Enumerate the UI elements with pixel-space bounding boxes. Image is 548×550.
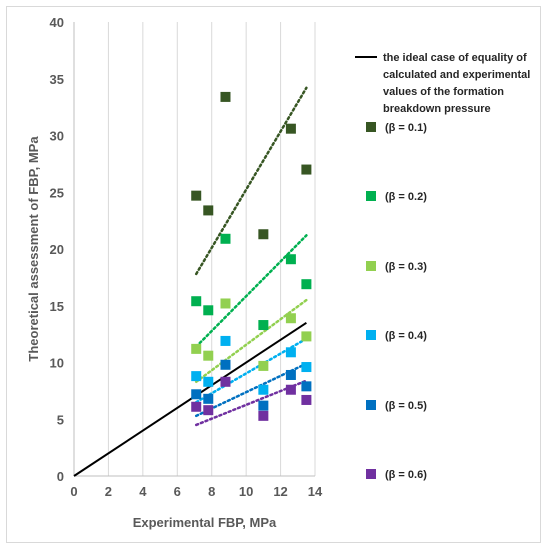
y-tick-label: 35: [50, 72, 64, 87]
y-tick-label: 25: [50, 185, 64, 200]
legend-label: calculated and experimental: [383, 69, 530, 81]
x-tick-label: 14: [308, 484, 323, 499]
axes: 0 2 4 6 8 10 12 14 0 5 10 15 20 25 30 35 40: [50, 15, 323, 499]
legend-label: (β = 0.6): [385, 469, 427, 481]
data-point: [258, 384, 269, 395]
data-point: [285, 313, 296, 324]
y-tick-label: 15: [50, 299, 64, 314]
x-tick-label: 8: [208, 484, 215, 499]
data-point: [220, 359, 231, 370]
legend-marker: [366, 191, 376, 201]
data-point: [258, 320, 269, 331]
data-point: [285, 369, 296, 380]
data-point: [191, 389, 202, 400]
legend-label: breakdown pressure: [383, 103, 491, 115]
trendline: [194, 86, 308, 276]
x-tick-label: 12: [273, 484, 287, 499]
x-axis-title: Experimental FBP, MPa: [133, 515, 277, 530]
chart-frame: [6, 6, 541, 543]
x-tick-label: 10: [239, 484, 253, 499]
data-point: [285, 254, 296, 265]
legend-marker: [366, 469, 376, 479]
data-point: [220, 376, 231, 387]
data-point: [220, 298, 231, 309]
legend-marker: [366, 330, 376, 340]
data-point: [191, 343, 202, 354]
data-point: [203, 205, 214, 216]
data-point: [285, 384, 296, 395]
y-tick-label: 30: [50, 129, 64, 144]
legend-label: (β = 0.3): [385, 261, 427, 273]
data-point: [258, 410, 269, 421]
x-tick-label: 6: [174, 484, 181, 499]
data-point: [220, 233, 231, 244]
legend-label: the ideal case of equality of: [383, 52, 527, 64]
data-point: [285, 347, 296, 358]
ideal-line-segment: [73, 321, 307, 477]
data-point: [258, 400, 269, 411]
data-point: [191, 296, 202, 307]
data-point: [301, 381, 312, 392]
data-point: [191, 190, 202, 201]
trendline: [194, 234, 308, 348]
data-point: [258, 360, 269, 371]
data-point: [203, 350, 214, 361]
legend-marker: [366, 261, 376, 271]
legend-label: (β = 0.2): [385, 191, 427, 203]
x-tick-label: 4: [139, 484, 147, 499]
data-point: [301, 164, 312, 175]
data-point: [191, 371, 202, 382]
legend-label: (β = 0.4): [385, 330, 427, 342]
data-point: [203, 405, 214, 416]
data-point: [203, 305, 214, 316]
y-tick-label: 20: [50, 242, 64, 257]
data-point: [191, 401, 202, 412]
x-tick-label: 0: [70, 484, 77, 499]
data-point: [301, 279, 312, 290]
data-point: [203, 393, 214, 404]
x-tick-label: 2: [105, 484, 112, 499]
legend-label: values of the formation: [383, 86, 504, 98]
ideal-line: [73, 321, 307, 477]
y-axis-title: Theoretical assessment of FBP, MPa: [26, 136, 41, 362]
data-point: [285, 123, 296, 134]
legend-marker: [366, 122, 376, 132]
data-points: [191, 91, 312, 421]
y-tick-label: 10: [50, 356, 64, 371]
legend: the ideal case of equality of calculated …: [355, 52, 530, 481]
data-point: [301, 362, 312, 373]
legend-label: (β = 0.5): [385, 400, 427, 412]
legend-label: (β = 0.1): [385, 122, 427, 134]
data-point: [301, 331, 312, 342]
y-tick-label: 0: [57, 469, 64, 484]
y-tick-label: 5: [57, 412, 64, 427]
legend-marker: [366, 400, 376, 410]
data-point: [301, 394, 312, 405]
data-point: [203, 376, 214, 387]
data-point: [220, 335, 231, 346]
data-point: [258, 229, 269, 240]
data-point: [220, 91, 231, 102]
y-tick-label: 40: [50, 15, 64, 30]
